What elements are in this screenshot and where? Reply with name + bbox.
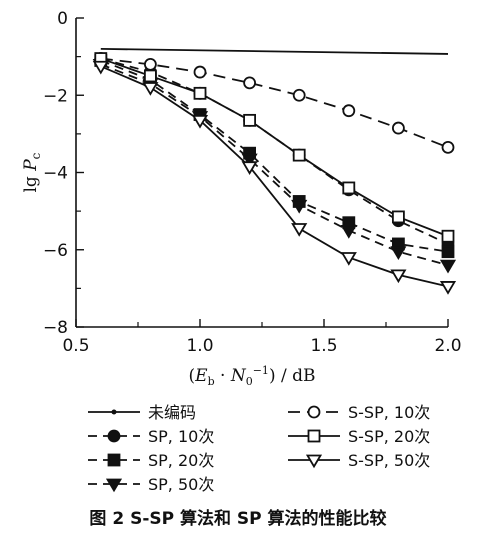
legend-item: S-SP, 20次 <box>288 427 430 446</box>
data-point <box>340 252 357 266</box>
data-point <box>390 246 407 260</box>
data-point <box>193 86 207 100</box>
legend-label: SP, 50次 <box>148 475 214 494</box>
legend-label: S-SP, 50次 <box>348 451 430 470</box>
series-line <box>100 48 449 55</box>
data-point <box>241 153 258 168</box>
data-point <box>441 229 455 243</box>
legend-item: S-SP, 50次 <box>288 451 430 470</box>
x-axis-label: (Eb · N0−1) / dB <box>189 364 316 388</box>
data-point <box>191 114 209 129</box>
data-point <box>92 60 109 75</box>
legend-label: S-SP, 20次 <box>348 427 430 446</box>
data-point <box>243 113 257 127</box>
x-tick-label: 0.5 <box>62 336 89 356</box>
x-tick-label: 2.0 <box>434 336 461 356</box>
x-tick-label: 1.0 <box>186 336 213 356</box>
y-tick-label: −8 <box>43 318 68 338</box>
y-tick-label: −2 <box>43 86 68 106</box>
data-point <box>340 225 357 239</box>
data-point <box>439 259 457 274</box>
data-point <box>342 104 356 118</box>
y-tick-label: −4 <box>43 164 68 184</box>
legend-marker <box>107 453 121 467</box>
series-line <box>100 57 449 245</box>
data-point <box>441 140 455 154</box>
legend-label: SP, 20次 <box>148 451 214 470</box>
legend-item: 未编码 <box>88 403 196 422</box>
legend-marker <box>107 429 121 443</box>
x-tick-label: 1.5 <box>310 336 337 356</box>
data-point <box>342 181 356 195</box>
data-point <box>292 148 306 162</box>
series-layer <box>92 48 457 295</box>
data-point <box>243 76 257 90</box>
legend-marker <box>111 409 117 415</box>
legend: 未编码 SP, 10次 SP, 20次 SP, 50次 S-SP, 10次 S-SP, 2… <box>88 403 430 494</box>
data-point <box>142 82 159 96</box>
legend-marker <box>105 478 123 493</box>
data-point <box>441 245 455 259</box>
series-6 <box>92 60 457 295</box>
y-axis-label: lg Pc <box>21 152 43 192</box>
series-0 <box>100 48 449 55</box>
legend-item: S-SP, 10次 <box>288 403 430 422</box>
legend-marker <box>307 405 321 419</box>
series-line <box>100 57 449 149</box>
legend-label: SP, 10次 <box>148 427 214 446</box>
data-point <box>241 161 258 175</box>
series-line <box>100 59 449 253</box>
series-5 <box>94 52 455 243</box>
series-line <box>100 57 449 238</box>
data-point <box>143 69 157 83</box>
legend-item: SP, 10次 <box>88 427 214 446</box>
legend-label: 未编码 <box>148 403 196 422</box>
data-point <box>391 210 405 224</box>
legend-item: SP, 20次 <box>88 451 214 470</box>
data-point <box>439 281 457 295</box>
data-point <box>291 223 308 237</box>
legend-item: SP, 50次 <box>88 475 214 494</box>
series-line <box>100 65 449 288</box>
legend-label: S-SP, 10次 <box>348 403 430 422</box>
series-line <box>100 63 449 267</box>
legend-marker <box>305 454 323 469</box>
data-point <box>143 57 157 71</box>
legend-marker <box>307 429 321 443</box>
data-point <box>391 121 405 135</box>
figure-caption: 图 2 S-SP 算法和 SP 算法的性能比较 <box>89 508 386 529</box>
axes: 0 −2 −4 −6 −80.5 1.0 1.5 2.0 lg Pc (Eb · N0−1) / … <box>21 9 462 388</box>
y-tick-label: −6 <box>43 241 68 261</box>
y-tick-label: 0 <box>57 9 68 29</box>
data-point <box>390 269 407 284</box>
data-point <box>193 65 207 79</box>
data-point <box>291 199 308 214</box>
data-point <box>292 88 306 102</box>
